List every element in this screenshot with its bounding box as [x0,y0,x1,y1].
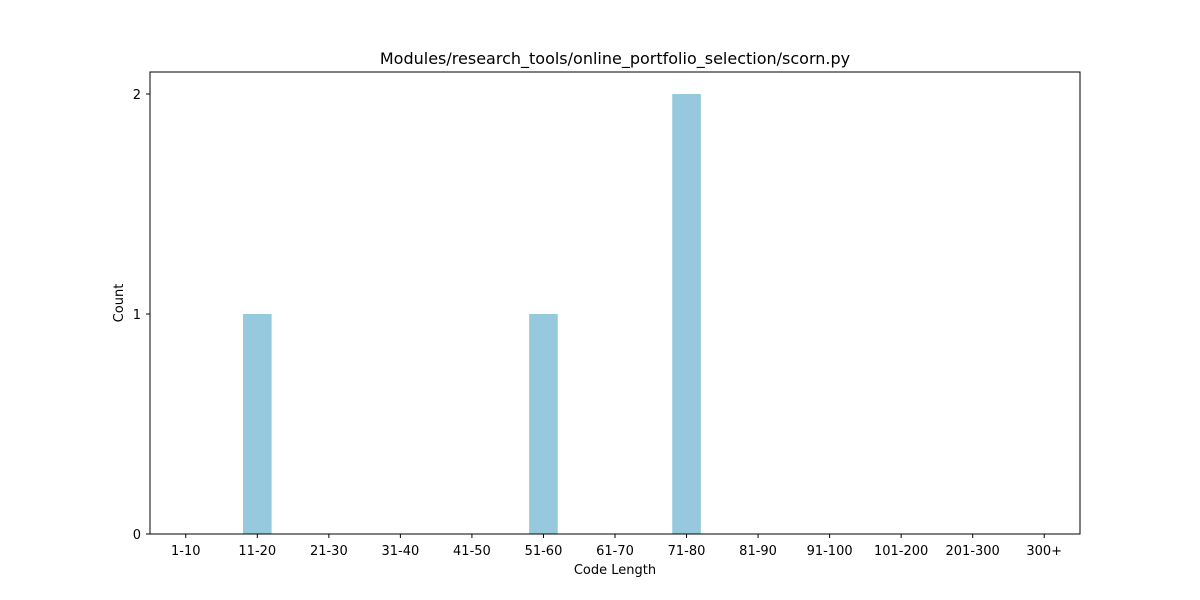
x-tick-label: 61-70 [596,544,634,559]
y-tick-label: 0 [133,528,141,543]
x-tick-label: 31-40 [381,544,419,559]
x-tick-label: 41-50 [453,544,491,559]
x-tick-label: 1-10 [171,544,201,559]
x-axis-label: Code Length [574,563,656,578]
x-tick-label: 71-80 [668,544,706,559]
x-tick-label: 81-90 [739,544,777,559]
bar-51-60 [529,314,558,534]
y-axis-label: Count [112,284,127,323]
x-tick-label: 51-60 [525,544,563,559]
bar-11-20 [243,314,272,534]
x-tick-label: 201-300 [946,544,1000,559]
x-tick-label: 91-100 [807,544,853,559]
bars-group [243,94,701,534]
x-tick-label: 11-20 [238,544,276,559]
chart-title: Modules/research_tools/online_portfolio_… [380,49,850,69]
bar-71-80 [672,94,701,534]
y-tick-label: 2 [133,88,141,103]
x-tick-label: 101-200 [874,544,928,559]
x-tick-label: 21-30 [310,544,348,559]
plot-frame [149,71,1081,535]
x-tick-label: 300+ [1026,544,1062,559]
y-tick-label: 1 [133,308,141,323]
y-ticks-group: 0 1 2 [133,88,150,543]
x-ticks-group: 1-10 11-20 21-30 31-40 41-50 51-60 61-70 71-80 8… [171,534,1062,559]
